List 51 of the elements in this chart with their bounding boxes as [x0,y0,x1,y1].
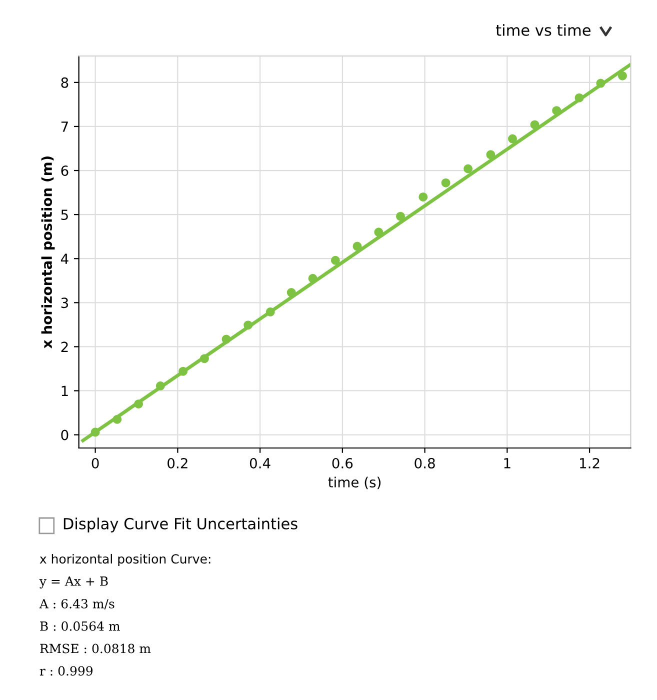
point [156,381,165,390]
y-axis-title: x horizontal position (m) [41,156,55,348]
point [330,256,340,265]
point [596,78,606,88]
x-tick-label: 0.2 [168,458,188,468]
y-tick-label: 1 [62,386,68,396]
point [112,414,122,424]
x-tick-label: 0 [92,458,99,468]
point [508,134,518,144]
y-tick-label: 8 [61,77,68,88]
point [90,428,100,437]
text: B : 0.0564 m [40,621,120,631]
x-tick-label: 1.2 [580,458,600,468]
point [441,178,450,188]
y-tick-label: 3 [61,298,68,308]
point [574,93,584,102]
point [552,106,562,116]
chart-title: time vs time [496,24,590,36]
point [396,212,405,221]
y-tick-label: 7 [61,122,68,132]
point [308,274,318,283]
y-tick-label: 5 [61,210,68,220]
x-tick-label: 0.6 [332,458,353,468]
y-tick-label: 0 [61,430,68,440]
point [418,192,428,202]
point [266,307,275,316]
text: RMSE : 0.0818 m [40,644,151,654]
point [178,366,188,376]
point [530,120,540,130]
point [222,334,231,344]
x-axis-title: time (s) [328,476,381,490]
point [134,399,144,408]
y-tick-label: 4 [60,254,68,264]
text: A : 6.43 m/s [39,598,114,610]
point [244,320,253,330]
point [286,288,296,298]
x-tick-label: 0.4 [250,458,270,468]
x-tick-label: 0.8 [414,458,435,468]
text: Display Curve Fit Uncertainties [64,518,298,532]
point [352,242,362,251]
y-tick-label: 6 [61,165,68,176]
x-tick-label: 1 [504,458,510,468]
text: y = Ax + B [39,576,108,588]
text: r : 0.999 [40,666,92,676]
y-tick-label: 2 [61,342,68,352]
point [486,150,496,160]
text: x horizontal position Curve: [40,554,210,566]
point [464,164,473,174]
point [374,228,384,237]
point [618,71,627,80]
point [200,354,209,364]
